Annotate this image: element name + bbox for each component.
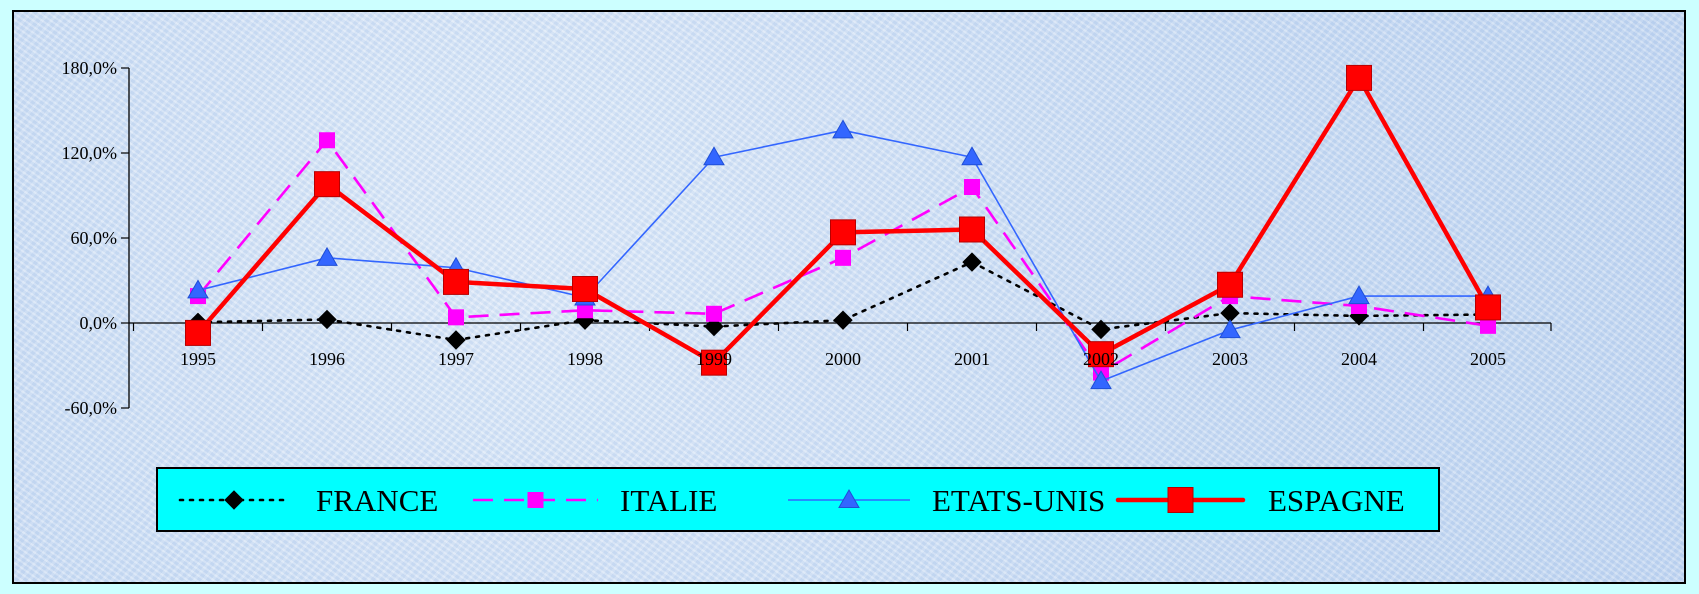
- italie-marker: [835, 249, 851, 266]
- italie-marker: [964, 179, 980, 195]
- france-marker: [446, 330, 466, 350]
- y-tick-label: -60,0%: [65, 398, 118, 418]
- etats-unis-marker: [961, 146, 983, 166]
- legend-item-espagne: ESPAGNE: [1115, 483, 1405, 518]
- legend-label: ESPAGNE: [1268, 483, 1405, 518]
- etats-unis-marker: [1219, 319, 1241, 339]
- legend-item-france: FRANCE: [178, 483, 438, 518]
- etats-unis-marker: [1090, 370, 1112, 390]
- x-tick-label: 2001: [954, 349, 990, 369]
- espagne-marker: [1475, 294, 1501, 321]
- x-tick-labels: 1995 1996 1997 1998 1999 2000 2001 2002 2003 2004…: [180, 349, 1506, 369]
- etats-unis-marker: [316, 246, 338, 266]
- y-tick-label: 0,0%: [80, 313, 118, 333]
- legend-italie-marker: [527, 492, 544, 508]
- x-tick-label: 1997: [438, 349, 474, 369]
- legend-item-etats-unis: ETATS-UNIS: [788, 483, 1105, 518]
- y-tick-label: 60,0%: [71, 228, 118, 248]
- italie-marker: [319, 132, 335, 149]
- espagne-marker: [443, 268, 469, 295]
- italie-marker: [706, 305, 722, 322]
- etats-unis-marker: [187, 279, 209, 299]
- y-tick-label: 180,0%: [62, 58, 118, 78]
- etats-unis-marker: [1348, 285, 1370, 305]
- series-espagne: [185, 64, 1501, 376]
- x-tick-label: 2004: [1341, 349, 1377, 369]
- chart-legend: FRANCE ITALIE ETATS-UNIS ESPAGNE: [156, 467, 1440, 532]
- series-lines: [185, 64, 1501, 390]
- france-marker: [317, 309, 337, 330]
- etats-unis-marker: [832, 119, 854, 139]
- x-tick-label: 2000: [825, 349, 861, 369]
- legend-item-italie: ITALIE: [473, 483, 717, 518]
- legend-espagne-marker: [1167, 487, 1194, 513]
- france-marker: [833, 310, 853, 330]
- y-tick-label: 120,0%: [62, 143, 118, 163]
- etats-unis-marker: [703, 146, 725, 166]
- axes: 180,0% 120,0% 60,0% 0,0% -60,0%: [62, 58, 1552, 418]
- legend-france-marker: [224, 490, 244, 510]
- italie-marker: [1480, 317, 1496, 334]
- legend-label: FRANCE: [316, 483, 438, 518]
- series-etats-unis: [187, 119, 1499, 390]
- espagne-marker: [1217, 271, 1243, 298]
- legend-etats-unis-marker: [838, 488, 860, 508]
- espagne-marker: [572, 276, 598, 302]
- legend-label: ITALIE: [620, 483, 717, 518]
- legend-label: ETATS-UNIS: [932, 483, 1105, 518]
- espagne-marker: [1346, 64, 1372, 91]
- x-tick-label: 1999: [696, 349, 732, 369]
- france-marker: [704, 316, 724, 337]
- espagne-marker: [314, 171, 340, 198]
- espagne-marker: [185, 319, 211, 346]
- espagne-marker: [830, 219, 856, 246]
- espagne-marker: [959, 216, 985, 243]
- line-chart: 180,0% 120,0% 60,0% 0,0% -60,0% 1995 1996 1997…: [62, 58, 1552, 418]
- x-tick-label: 1998: [567, 349, 603, 369]
- france-marker: [1091, 319, 1111, 340]
- legend-items: FRANCE ITALIE ETATS-UNIS ESPAGNE: [178, 483, 1405, 518]
- espagne-marker: [1088, 341, 1114, 368]
- x-tick-label: 2002: [1083, 349, 1119, 369]
- italie-marker: [448, 309, 464, 326]
- x-tick-label: 1996: [309, 349, 345, 369]
- x-tick-label: 2003: [1212, 349, 1248, 369]
- x-tick-label: 2005: [1470, 349, 1506, 369]
- france-marker: [962, 252, 982, 272]
- x-tick-label: 1995: [180, 349, 216, 369]
- espagne-marker: [701, 349, 727, 376]
- chart-area: 180,0% 120,0% 60,0% 0,0% -60,0% 1995 1996 1997…: [12, 10, 1686, 584]
